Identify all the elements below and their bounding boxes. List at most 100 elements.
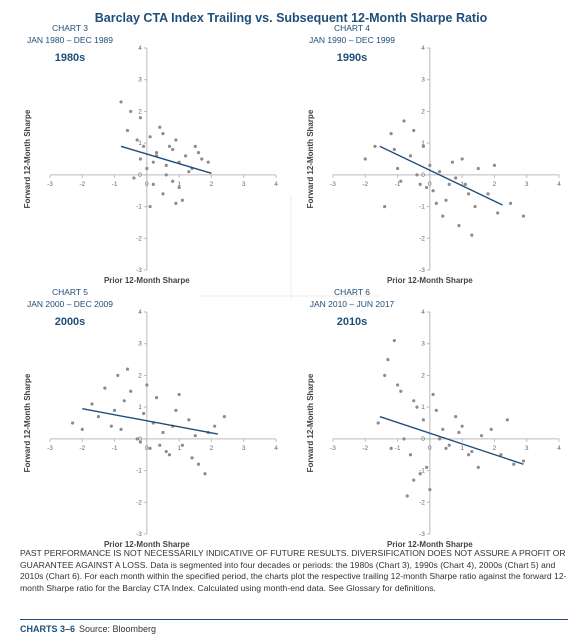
point: [80, 427, 84, 431]
point: [425, 465, 429, 469]
y-tick-label: 1: [138, 140, 142, 147]
y-tick-label: -3: [419, 531, 425, 538]
x-tick-label: 3: [525, 181, 529, 188]
x-tick-label: 0: [145, 445, 149, 452]
chart-period: JAN 2000 – DEC 2009: [27, 299, 113, 309]
trend-line: [379, 415, 524, 465]
point: [389, 132, 393, 136]
x-tick-label: -1: [112, 181, 118, 188]
point: [496, 211, 500, 215]
point: [164, 449, 168, 454]
point: [428, 163, 432, 167]
point: [154, 396, 159, 400]
y-tick-label: 3: [421, 341, 425, 348]
point: [454, 176, 458, 180]
y-tick-label: 2: [421, 108, 425, 115]
point: [206, 160, 210, 164]
point: [174, 138, 178, 142]
point: [412, 128, 416, 133]
point: [486, 192, 490, 196]
x-tick-label: -1: [395, 445, 401, 452]
y-tick-label: 1: [138, 404, 142, 411]
point: [196, 151, 201, 155]
point: [431, 392, 435, 397]
point: [415, 405, 419, 409]
point: [167, 144, 172, 148]
chart-label: CHART 6: [334, 287, 370, 297]
chart-decade: 2000s: [55, 316, 86, 328]
y-tick-label: -1: [136, 468, 142, 475]
page-title: Barclay CTA Index Trailing vs. Subsequen…: [95, 11, 488, 25]
point: [193, 434, 197, 438]
point: [437, 170, 442, 174]
point: [460, 157, 464, 161]
point: [383, 373, 387, 378]
x-axis-title: Prior 12-Month Sharpe: [387, 276, 473, 285]
point: [193, 144, 197, 148]
x-tick-label: 4: [557, 445, 561, 452]
point: [71, 421, 75, 425]
point: [222, 415, 226, 419]
point: [171, 179, 175, 183]
y-tick-label: -2: [419, 499, 425, 506]
y-tick-label: 0: [138, 436, 142, 443]
point: [447, 182, 451, 186]
x-tick-label: 3: [242, 445, 246, 452]
point: [450, 160, 455, 164]
point: [96, 415, 101, 419]
trend-line: [120, 145, 212, 174]
point: [203, 472, 207, 476]
point: [412, 399, 416, 403]
point: [489, 427, 493, 431]
x-tick-label: 1: [177, 445, 181, 452]
chart-label: CHART 4: [334, 23, 370, 33]
chart-decade: 1990s: [337, 52, 368, 64]
y-tick-label: -3: [419, 267, 425, 274]
point: [154, 151, 159, 155]
point: [454, 415, 458, 419]
point: [151, 160, 155, 164]
y-tick-label: -2: [136, 235, 142, 242]
x-axis-title: Prior 12-Month Sharpe: [104, 276, 190, 285]
x-tick-label: 1: [460, 181, 464, 188]
point: [158, 443, 162, 447]
y-tick-label: 0: [421, 436, 425, 443]
x-tick-label: 3: [242, 181, 246, 188]
point: [174, 408, 178, 412]
point: [463, 182, 467, 186]
point: [418, 472, 422, 476]
point: [428, 488, 432, 492]
point: [521, 214, 526, 218]
point: [138, 116, 142, 120]
point: [392, 338, 396, 343]
y-tick-label: 2: [138, 108, 142, 115]
point: [142, 144, 146, 148]
x-tick-label: 4: [557, 181, 561, 188]
x-tick-label: 0: [145, 181, 149, 188]
x-axis-title: Prior 12-Month Sharpe: [387, 540, 473, 549]
y-tick-label: 1: [421, 404, 425, 411]
y-tick-label: 2: [138, 372, 142, 379]
point: [122, 399, 126, 403]
point: [164, 163, 168, 167]
point: [505, 418, 509, 422]
point: [434, 201, 438, 205]
y-tick-label: 4: [421, 45, 425, 52]
y-tick-label: 4: [138, 45, 142, 52]
footer-rule: [20, 619, 568, 620]
y-tick-label: 0: [138, 172, 142, 179]
point: [499, 453, 503, 457]
y-tick-label: -1: [136, 204, 142, 211]
point: [457, 430, 461, 435]
point: [90, 402, 94, 406]
point: [148, 135, 152, 139]
y-tick-label: 0: [421, 172, 425, 179]
point: [441, 214, 445, 218]
point: [158, 125, 162, 129]
x-tick-label: 2: [493, 445, 497, 452]
point: [521, 459, 526, 463]
trend-line: [379, 145, 503, 206]
point: [476, 166, 480, 171]
point: [402, 119, 406, 123]
point: [467, 453, 471, 457]
